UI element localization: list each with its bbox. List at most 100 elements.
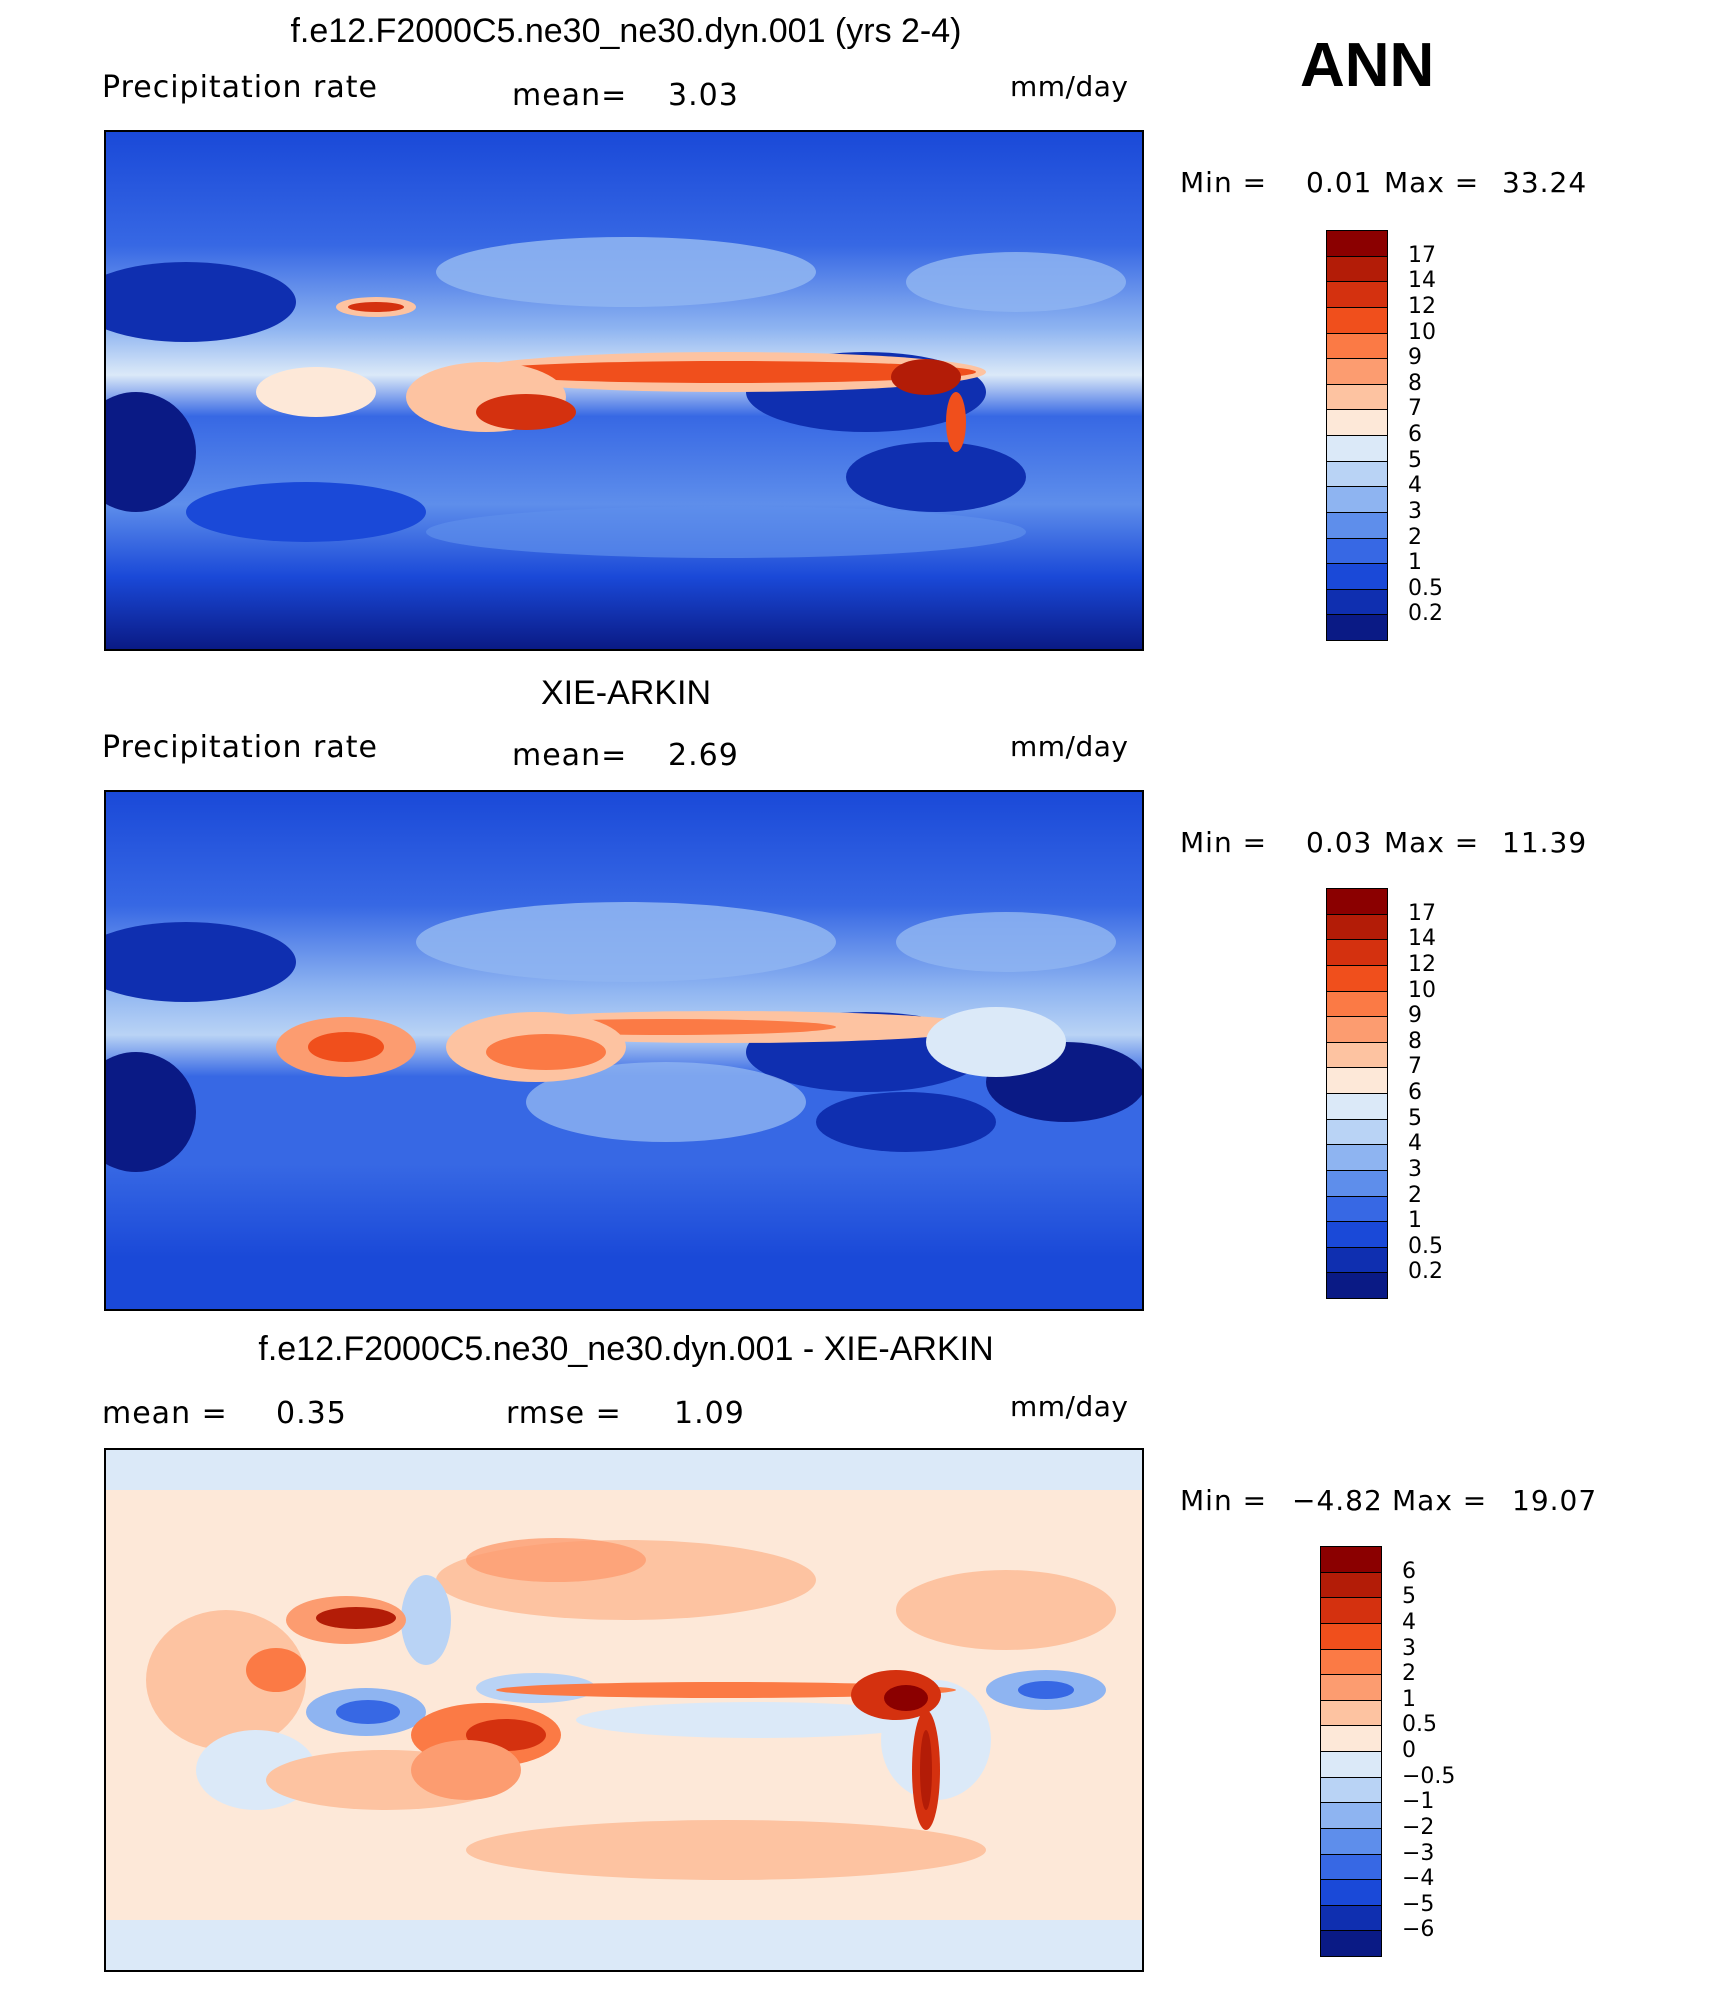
colorbar-swatch: [1326, 614, 1388, 641]
panel-3-rmse-value: 1.09: [674, 1396, 745, 1431]
colorbar-tick-label: 6: [1408, 1080, 1422, 1105]
colorbar-swatch: [1320, 1699, 1382, 1727]
panel-3-map: [104, 1448, 1144, 1972]
colorbar-swatch: [1320, 1546, 1382, 1573]
colorbar-tick-label: 8: [1408, 370, 1422, 396]
colorbar-swatch: [1320, 1879, 1382, 1906]
panel-3-rmse-label: rmse =: [506, 1396, 622, 1431]
colorbar-swatch: [1326, 486, 1388, 513]
colorbar-tick-label: −5: [1402, 1891, 1435, 1917]
panel-1-mean-value: 3.03: [668, 78, 739, 113]
colorbar-tick-label: 2: [1408, 524, 1422, 550]
colorbar-tick-label: 3: [1408, 1156, 1422, 1182]
colorbar-swatch: [1326, 1195, 1388, 1223]
panel-3-units: mm/day: [1010, 1390, 1129, 1423]
panel-3-min-value: −4.82: [1292, 1484, 1383, 1517]
panel-2-mean-label: mean=: [512, 738, 628, 773]
colorbar-swatch: [1320, 1930, 1382, 1957]
colorbar-tick-label: 0.5: [1408, 575, 1443, 601]
panel-1-mean-label: mean=: [512, 78, 628, 113]
colorbar-tick-label: 0.5: [1408, 1233, 1443, 1259]
colorbar-tick-label: 12: [1408, 293, 1436, 319]
colorbar-swatch: [1326, 1169, 1388, 1197]
colorbar-tick-label: 14: [1408, 268, 1436, 294]
colorbar-tick-label: 6: [1408, 422, 1422, 447]
colorbar-swatch: [1326, 563, 1388, 590]
colorbar-swatch: [1326, 409, 1388, 436]
colorbar-tick-label: 8: [1408, 1028, 1422, 1054]
colorbar-swatch: [1326, 511, 1388, 539]
colorbar-tick-label: 7: [1408, 396, 1422, 422]
panel-1-min-label: Min =: [1180, 166, 1268, 199]
colorbar-tick-label: 1: [1402, 1686, 1416, 1712]
colorbar-tick-label: 14: [1408, 926, 1436, 952]
panel-2-min-value: 0.03: [1306, 826, 1373, 859]
colorbar-tick-label: 1: [1408, 1208, 1422, 1234]
colorbar-tick-label: 10: [1408, 977, 1436, 1003]
colorbar-tick-label: −6: [1402, 1917, 1435, 1943]
colorbar-swatch: [1326, 255, 1388, 283]
colorbar-swatch: [1320, 1751, 1382, 1778]
panel-1-max-label: Max =: [1384, 166, 1480, 199]
colorbar-swatch: [1320, 1802, 1382, 1829]
colorbar-swatch: [1320, 1571, 1382, 1599]
colorbar-swatch: [1326, 460, 1388, 488]
colorbar-tick-label: 4: [1408, 1131, 1422, 1157]
colorbar-tick-label: 7: [1408, 1054, 1422, 1080]
panel-2-units: mm/day: [1010, 730, 1129, 763]
colorbar-tick-label: 9: [1408, 345, 1422, 371]
colorbar-swatch: [1326, 230, 1388, 257]
colorbar-swatch: [1320, 1853, 1382, 1881]
panel-3-mean-value: 0.35: [276, 1396, 347, 1431]
colorbar-swatch: [1326, 358, 1388, 385]
colorbar-tick-label: −0.5: [1402, 1763, 1456, 1789]
colorbar-swatch: [1320, 1648, 1382, 1676]
colorbar-swatch: [1320, 1597, 1382, 1624]
colorbar-swatch: [1326, 1067, 1388, 1094]
panel-1-variable-label: Precipitation rate: [102, 70, 378, 105]
colorbar-swatch: [1326, 1272, 1388, 1299]
panel-1-min-value: 0.01: [1306, 166, 1373, 199]
colorbar-swatch: [1326, 306, 1388, 334]
panel-3-max-label: Max =: [1392, 1484, 1488, 1517]
colorbar-tick-label: 5: [1402, 1584, 1416, 1610]
colorbar-swatch: [1326, 1041, 1388, 1069]
colorbar-tick-label: 3: [1402, 1635, 1416, 1661]
colorbar-swatch: [1320, 1904, 1382, 1932]
colorbar-tick-label: 0.2: [1408, 601, 1443, 627]
colorbar-tick-label: 5: [1408, 447, 1422, 473]
colorbar-swatch: [1326, 939, 1388, 966]
panel-1-colorbar: 17 14 12 10 9 8 7 6 5 4 3 2 1 0.5 0.2: [1326, 230, 1443, 641]
colorbar-tick-label: 0.5: [1402, 1712, 1437, 1738]
colorbar-swatch: [1326, 435, 1388, 462]
colorbar-swatch: [1326, 1221, 1388, 1248]
panel-3-title: f.e12.F2000C5.ne30_ne30.dyn.001 - XIE-AR…: [258, 1330, 994, 1368]
colorbar-tick-label: 4: [1408, 473, 1422, 499]
panel-1-max-value: 33.24: [1502, 166, 1588, 199]
colorbar-swatch: [1326, 383, 1388, 411]
colorbar-swatch: [1326, 1144, 1388, 1171]
panel-2-title: XIE-ARKIN: [540, 674, 712, 712]
panel-2-variable-label: Precipitation rate: [102, 730, 378, 765]
panel-2-min-label: Min =: [1180, 826, 1268, 859]
panel-3-field: [106, 1450, 1142, 1970]
colorbar-swatch: [1326, 1093, 1388, 1120]
colorbar-swatch: [1320, 1776, 1382, 1804]
colorbar-swatch: [1320, 1622, 1382, 1650]
colorbar-tick-label: −4: [1402, 1866, 1435, 1892]
colorbar-tick-label: 3: [1408, 498, 1422, 524]
colorbar-tick-label: 0: [1402, 1738, 1416, 1763]
panel-2-mean-value: 2.69: [668, 738, 739, 773]
colorbar-tick-label: 4: [1402, 1609, 1416, 1635]
colorbar-tick-label: 1: [1408, 550, 1422, 576]
panel-2-max-label: Max =: [1384, 826, 1480, 859]
panel-3-colorbar: 6 5 4 3 2 1 0.5 0 −0.5 −1 −2 −3 −4 −5 −6: [1320, 1546, 1455, 1957]
colorbar-tick-label: 6: [1402, 1558, 1416, 1584]
season-label: ANN: [1300, 31, 1435, 100]
colorbar-swatch: [1326, 588, 1388, 616]
colorbar-swatch: [1326, 964, 1388, 992]
colorbar-swatch: [1326, 1118, 1388, 1146]
colorbar-tick-label: −3: [1402, 1840, 1435, 1866]
colorbar-swatch: [1326, 332, 1388, 360]
